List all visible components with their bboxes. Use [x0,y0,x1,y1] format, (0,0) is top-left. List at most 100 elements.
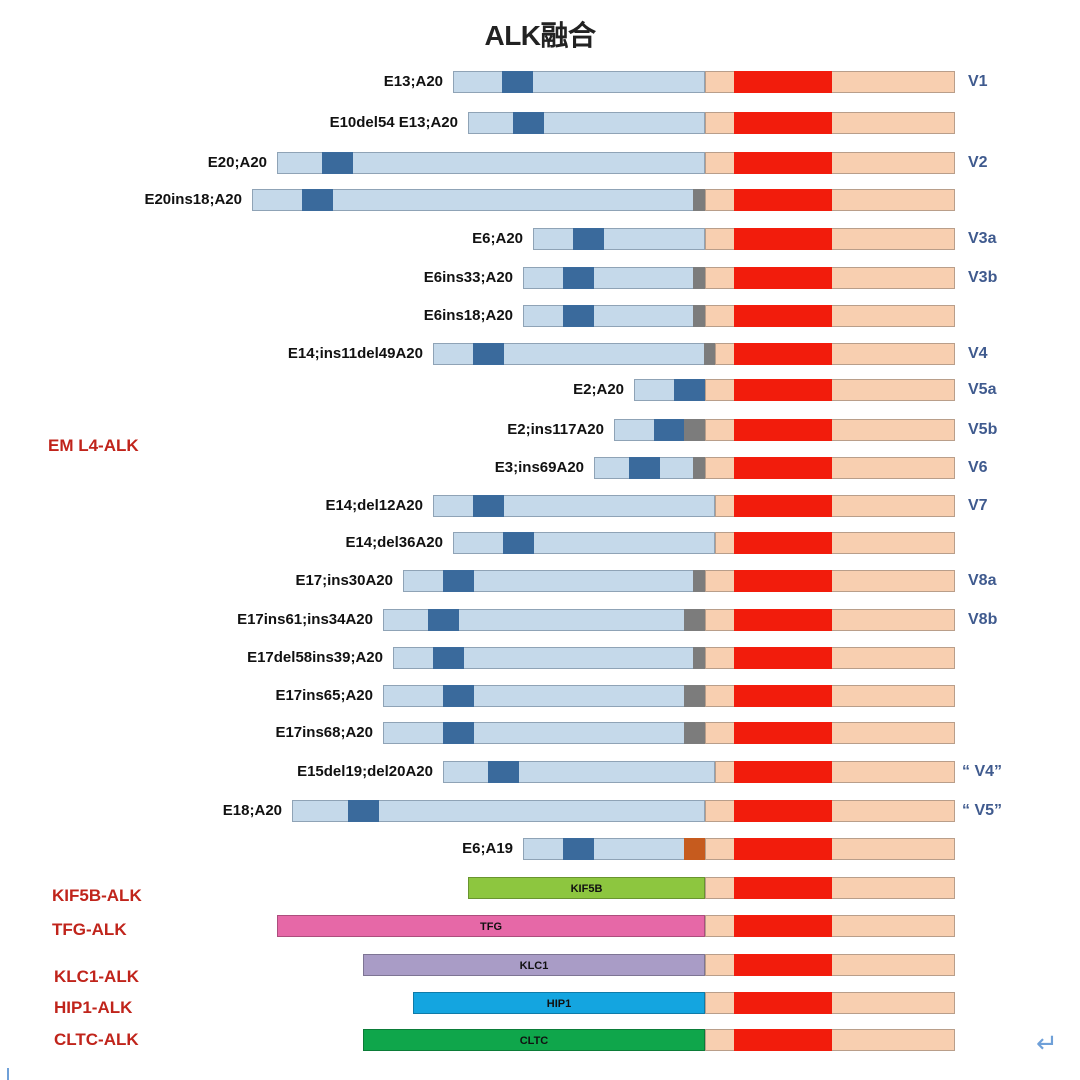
eml4-row-21-variant-block [684,838,705,860]
eml4-row-5-eml4-domain [573,228,604,250]
eml4-row-21-eml4-domain [563,838,594,860]
cltc-alk-row-alk-kinase-domain [734,1029,832,1051]
variant-name: V5a [968,381,997,398]
eml4-row-9-eml4-domain [674,379,705,401]
variant-row-label: E6;A20 [472,230,523,247]
eml4-row-1-alk-kinase-domain [734,71,832,93]
eml4-row-11-insertion-block [693,457,705,479]
eml4-row-17-eml4-segment [383,685,705,707]
variant-row-label: E6ins33;A20 [423,269,513,286]
eml4-row-10-alk-kinase-domain [734,419,832,441]
eml4-row-10-eml4-domain [654,419,685,441]
variant-row-label: E6;A19 [462,840,513,857]
eml4-row-2-eml4-segment [468,112,705,134]
eml4-row-13-eml4-segment [453,532,715,554]
variant-name: V1 [968,73,988,90]
eml4-row-1-eml4-domain [502,71,533,93]
eml4-row-11-eml4-domain [629,457,660,479]
eml4-row-18-alk-kinase-domain [734,722,832,744]
eml4-row-10-insertion-block [684,419,705,441]
eml4-row-14-alk-kinase-domain [734,570,832,592]
variant-name: V5b [968,421,998,438]
eml4-row-8-alk-kinase-domain [734,343,832,365]
eml4-row-13-eml4-domain [503,532,534,554]
eml4-row-6-insertion-block [693,267,705,289]
eml4-row-14-eml4-domain [443,570,474,592]
variant-name: V3b [968,269,998,286]
variant-name: V3a [968,230,997,247]
eml4-row-15-insertion-block [684,609,705,631]
kif5b-alk-row-alk-kinase-domain [734,877,832,899]
variant-name: V8a [968,572,997,589]
variant-row-label: E15del19;del20A20 [297,763,433,780]
eml4-row-3-eml4-domain [322,152,353,174]
eml4-row-8-insertion-block [704,343,715,365]
fusion-group-label: KIF5B-ALK [52,886,142,905]
eml4-row-7-alk-kinase-domain [734,305,832,327]
variant-row-label: E3;ins69A20 [494,459,584,476]
partner-gene-name: TFG [480,921,502,933]
eml4-row-19-eml4-segment [443,761,715,783]
eml4-row-3-eml4-segment [277,152,705,174]
variant-row-label: E17ins68;A20 [275,724,373,741]
eml4-row-4-alk-kinase-domain [734,189,832,211]
variant-row-label: E2;A20 [573,381,624,398]
variant-row-label: E20ins18;A20 [144,191,242,208]
fusion-group-label: TFG-ALK [52,920,127,939]
eml4-row-7-eml4-segment [523,305,705,327]
eml4-row-16-eml4-domain [433,647,464,669]
variant-row-label: E20;A20 [207,154,267,171]
eml4-row-16-insertion-block [693,647,705,669]
variant-row-label: E6ins18;A20 [423,307,513,324]
eml4-row-7-eml4-domain [563,305,594,327]
eml4-row-8-eml4-domain [473,343,504,365]
eml4-row-12-alk-kinase-domain [734,495,832,517]
eml4-row-21-alk-kinase-domain [734,838,832,860]
hip1-alk-row-partner-segment: HIP1 [413,992,705,1014]
eml4-row-3-alk-kinase-domain [734,152,832,174]
eml4-row-17-insertion-block [684,685,705,707]
partner-gene-name: KIF5B [570,883,603,895]
variant-row-label: E14;del36A20 [345,534,443,551]
variant-name: V4 [968,345,988,362]
eml4-row-12-eml4-domain [473,495,504,517]
partner-gene-name: HIP1 [546,998,572,1010]
eml4-row-20-alk-kinase-domain [734,800,832,822]
variant-name: “ V5” [962,802,1003,819]
variant-row-label: E17;ins30A20 [295,572,393,589]
hip1-alk-row-alk-kinase-domain [734,992,832,1014]
eml4-row-18-eml4-domain [443,722,474,744]
eml4-row-6-eml4-segment [523,267,705,289]
eml4-row-18-insertion-block [684,722,705,744]
eml4-row-18-eml4-segment [383,722,705,744]
text-cursor [7,1068,9,1080]
eml4-row-6-eml4-domain [563,267,594,289]
fusion-group-label: CLTC-ALK [54,1030,139,1049]
tfg-alk-row-alk-kinase-domain [734,915,832,937]
variant-name: V6 [968,459,988,476]
diagram-title: ALK融合 [484,20,596,51]
variant-name: V7 [968,497,988,514]
variant-row-label: E17del58ins39;A20 [247,649,383,666]
eml4-row-2-alk-kinase-domain [734,112,832,134]
klc1-alk-row-partner-segment: KLC1 [363,954,705,976]
eml4-row-21-eml4-segment [523,838,705,860]
fusion-group-label: EM L4-ALK [48,436,139,455]
variant-row-label: E2;ins117A20 [507,421,604,438]
eml4-row-1-eml4-segment [453,71,705,93]
eml4-row-4-eml4-domain [302,189,333,211]
eml4-row-19-alk-kinase-domain [734,761,832,783]
fusion-group-label: HIP1-ALK [54,998,133,1017]
eml4-row-14-insertion-block [693,570,705,592]
variant-row-label: E17ins61;ins34A20 [237,611,373,628]
variant-row-label: E13;A20 [383,73,443,90]
variant-row-label: E14;ins11del49A20 [287,345,423,362]
eml4-row-6-alk-kinase-domain [734,267,832,289]
tfg-alk-row-partner-segment: TFG [277,915,705,937]
partner-gene-name: CLTC [519,1035,549,1047]
eml4-row-16-alk-kinase-domain [734,647,832,669]
variant-name: “ V4” [962,763,1003,780]
variant-name: V8b [968,611,998,628]
eml4-row-15-alk-kinase-domain [734,609,832,631]
